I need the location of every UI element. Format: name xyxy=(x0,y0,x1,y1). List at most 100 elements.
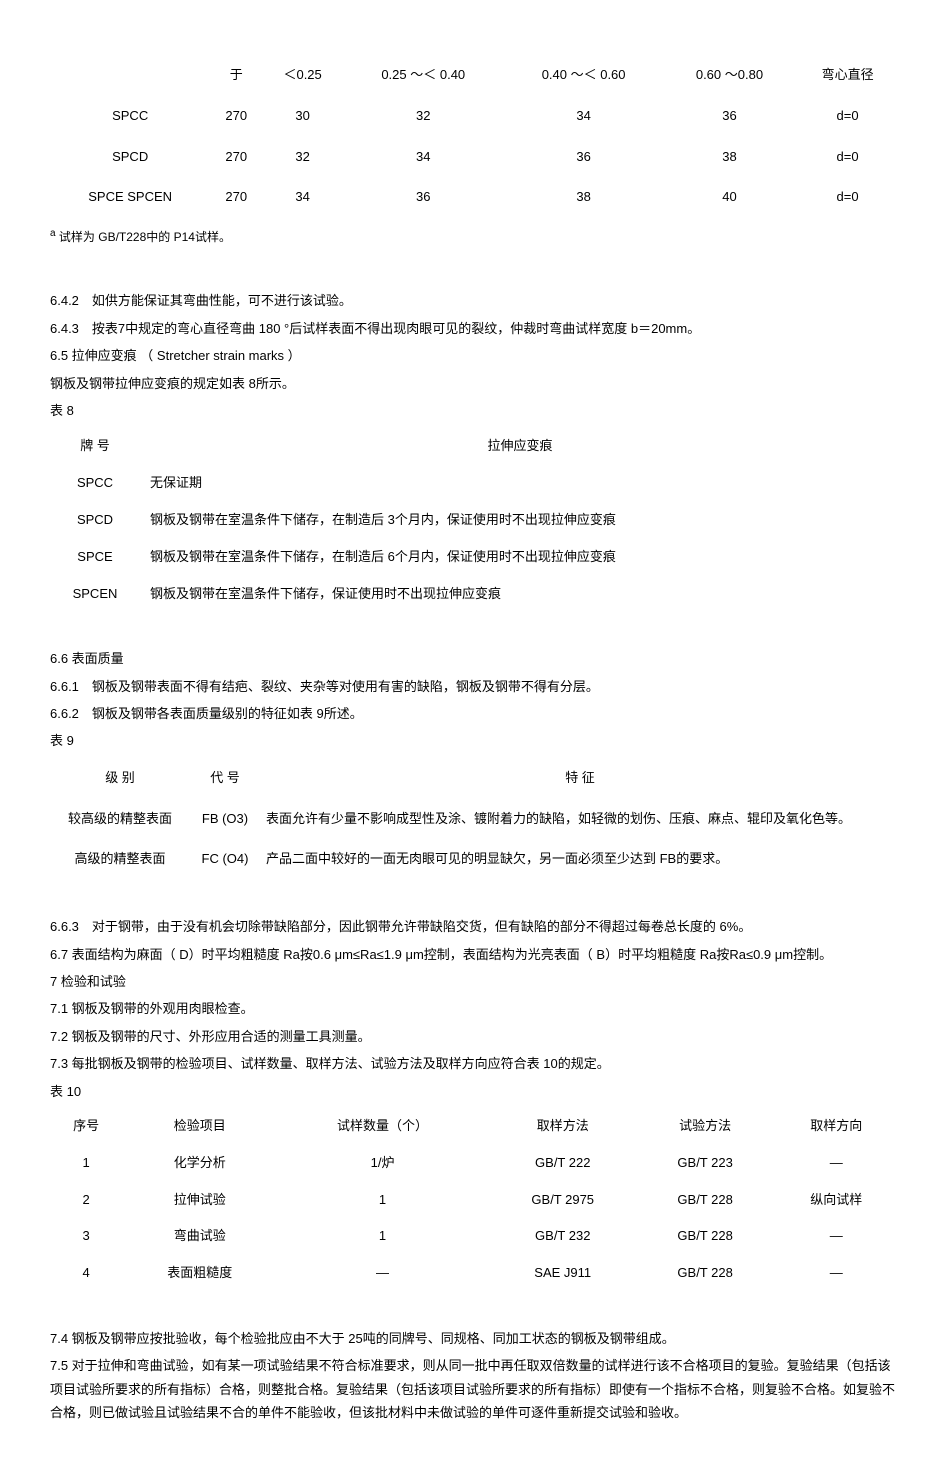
t10-c: GB/T 2975 xyxy=(488,1182,638,1219)
t7-c: 36 xyxy=(503,137,663,178)
t10-h-0: 序号 xyxy=(50,1108,122,1145)
t10-c: 拉伸试验 xyxy=(122,1182,277,1219)
t8-h1: 牌 号 xyxy=(50,428,140,465)
t7-c: 34 xyxy=(503,96,663,137)
t8-c: 钢板及钢带在室温条件下储存，保证使用时不出现拉伸应变痕 xyxy=(140,576,900,613)
t7-c: SPCD xyxy=(50,137,210,178)
t7-c: SPCC xyxy=(50,96,210,137)
footnote-text: 试样为 GB/T228中的 P14试样。 xyxy=(59,230,231,244)
t7-c: SPCE SPCEN xyxy=(50,177,210,218)
t7-c: 30 xyxy=(262,96,343,137)
t10-c: 1 xyxy=(277,1182,487,1219)
t7-h-2: 0.25 ～＜ 0.40 xyxy=(343,55,503,96)
t8-c: SPCD xyxy=(50,502,140,539)
t7-c: d=0 xyxy=(795,137,900,178)
t10-c: 化学分析 xyxy=(122,1145,277,1182)
table-7: 于 ＜0.25 0.25 ～＜ 0.40 0.40 ～＜ 0.60 0.60 ～… xyxy=(50,55,900,218)
table-row: SPCEN 钢板及钢带在室温条件下储存，保证使用时不出现拉伸应变痕 xyxy=(50,576,900,613)
t10-c: GB/T 228 xyxy=(638,1255,773,1292)
para-72: 7.2 钢板及钢带的尺寸、外形应用合适的测量工具测量。 xyxy=(50,1025,900,1048)
para-643: 6.4.3 按表7中规定的弯心直径弯曲 180 °后试样表面不得出现肉眼可见的裂… xyxy=(50,317,900,340)
t9-h3: 特 征 xyxy=(260,758,900,799)
para-73: 7.3 每批钢板及钢带的检验项目、试样数量、取样方法、试验方法及取样方向应符合表… xyxy=(50,1052,900,1075)
t7-c: d=0 xyxy=(795,177,900,218)
t10-c: 2 xyxy=(50,1182,122,1219)
t8-c: SPCE xyxy=(50,539,140,576)
t7-c: 38 xyxy=(503,177,663,218)
t10-c: — xyxy=(772,1145,900,1182)
t10-c: GB/T 228 xyxy=(638,1218,773,1255)
table-row: 高级的精整表面 FC (O4) 产品二面中较好的一面无肉眼可见的明显缺欠，另一面… xyxy=(50,839,900,880)
t10-c: 1/炉 xyxy=(277,1145,487,1182)
para-662: 6.6.2 钢板及钢带各表面质量级别的特征如表 9所述。 xyxy=(50,702,900,725)
t7-h-4: 0.60 ～0.80 xyxy=(664,55,795,96)
t10-c: 1 xyxy=(50,1145,122,1182)
para-66: 6.6 表面质量 xyxy=(50,647,900,670)
t7-h-5: 弯心直径 xyxy=(795,55,900,96)
table-row: SPCE 钢板及钢带在室温条件下储存，在制造后 6个月内，保证使用时不出现拉伸应… xyxy=(50,539,900,576)
para-67: 6.7 表面结构为麻面（ D）时平均粗糙度 Ra按0.6 μm≤Ra≤1.9 μ… xyxy=(50,943,900,966)
t8-c: SPCC xyxy=(50,465,140,502)
t8-c: 钢板及钢带在室温条件下储存，在制造后 6个月内，保证使用时不出现拉伸应变痕 xyxy=(140,539,900,576)
t7-c: 34 xyxy=(262,177,343,218)
t10-c: — xyxy=(277,1255,487,1292)
t7-h-blank xyxy=(50,55,210,96)
t10-c: 弯曲试验 xyxy=(122,1218,277,1255)
table-row: SPCD 钢板及钢带在室温条件下储存，在制造后 3个月内，保证使用时不出现拉伸应… xyxy=(50,502,900,539)
table-row: SPCC 无保证期 xyxy=(50,465,900,502)
t8-c: SPCEN xyxy=(50,576,140,613)
t7-c: 270 xyxy=(210,177,262,218)
t9-h1: 级 别 xyxy=(50,758,190,799)
para-65b: 钢板及钢带拉伸应变痕的规定如表 8所示。 xyxy=(50,372,900,395)
para-65: 6.5 拉伸应变痕 （ Stretcher strain marks ） xyxy=(50,344,900,367)
t9-c: FB (O3) xyxy=(190,799,260,840)
table-10-label: 表 10 xyxy=(50,1080,900,1103)
t9-c: FC (O4) xyxy=(190,839,260,880)
table-row: 4 表面粗糙度 — SAE J911 GB/T 228 — xyxy=(50,1255,900,1292)
t7-h-1: ＜0.25 xyxy=(262,55,343,96)
t10-h-1: 检验项目 xyxy=(122,1108,277,1145)
t10-c: 3 xyxy=(50,1218,122,1255)
t7-c: 40 xyxy=(664,177,795,218)
t9-c: 高级的精整表面 xyxy=(50,839,190,880)
t7-h-0: 于 xyxy=(210,55,262,96)
t9-c: 产品二面中较好的一面无肉眼可见的明显缺欠，另一面必须至少达到 FB的要求。 xyxy=(260,839,900,880)
t10-c: GB/T 223 xyxy=(638,1145,773,1182)
footnote-sup: a xyxy=(50,228,56,239)
table-row: SPCC 270 30 32 34 36 d=0 xyxy=(50,96,900,137)
t10-h-4: 试验方法 xyxy=(638,1108,773,1145)
t10-c: — xyxy=(772,1218,900,1255)
t10-c: GB/T 228 xyxy=(638,1182,773,1219)
t10-c: GB/T 232 xyxy=(488,1218,638,1255)
table-row: 3 弯曲试验 1 GB/T 232 GB/T 228 — xyxy=(50,1218,900,1255)
table-row: 2 拉伸试验 1 GB/T 2975 GB/T 228 纵向试样 xyxy=(50,1182,900,1219)
para-75: 7.5 对于拉伸和弯曲试验，如有某一项试验结果不符合标准要求，则从同一批中再任取… xyxy=(50,1354,900,1424)
table-9-label: 表 9 xyxy=(50,729,900,752)
t9-c: 表面允许有少量不影响成型性及涂、镀附着力的缺陷，如轻微的划伤、压痕、麻点、辊印及… xyxy=(260,799,900,840)
t7-c: 32 xyxy=(343,96,503,137)
t8-c: 无保证期 xyxy=(140,465,900,502)
table-8-label: 表 8 xyxy=(50,399,900,422)
t10-h-2: 试样数量（个） xyxy=(277,1108,487,1145)
t7-c: 32 xyxy=(262,137,343,178)
t10-h-5: 取样方向 xyxy=(772,1108,900,1145)
t10-c: GB/T 222 xyxy=(488,1145,638,1182)
table-8: 牌 号 拉伸应变痕 SPCC 无保证期 SPCD 钢板及钢带在室温条件下储存，在… xyxy=(50,428,900,612)
t10-c: 1 xyxy=(277,1218,487,1255)
table-row: 较高级的精整表面 FB (O3) 表面允许有少量不影响成型性及涂、镀附着力的缺陷… xyxy=(50,799,900,840)
t10-c: — xyxy=(772,1255,900,1292)
footnote-a: a 试样为 GB/T228中的 P14试样。 xyxy=(50,226,900,247)
t7-c: 36 xyxy=(664,96,795,137)
t8-c: 钢板及钢带在室温条件下储存，在制造后 3个月内，保证使用时不出现拉伸应变痕 xyxy=(140,502,900,539)
t8-h2: 拉伸应变痕 xyxy=(140,428,900,465)
para-7: 7 检验和试验 xyxy=(50,970,900,993)
table-row: 1 化学分析 1/炉 GB/T 222 GB/T 223 — xyxy=(50,1145,900,1182)
table-10: 序号 检验项目 试样数量（个） 取样方法 试验方法 取样方向 1 化学分析 1/… xyxy=(50,1108,900,1292)
t9-c: 较高级的精整表面 xyxy=(50,799,190,840)
t7-c: 38 xyxy=(664,137,795,178)
t7-c: 34 xyxy=(343,137,503,178)
table-row: SPCE SPCEN 270 34 36 38 40 d=0 xyxy=(50,177,900,218)
t10-c: SAE J911 xyxy=(488,1255,638,1292)
t10-c: 表面粗糙度 xyxy=(122,1255,277,1292)
t10-c: 4 xyxy=(50,1255,122,1292)
